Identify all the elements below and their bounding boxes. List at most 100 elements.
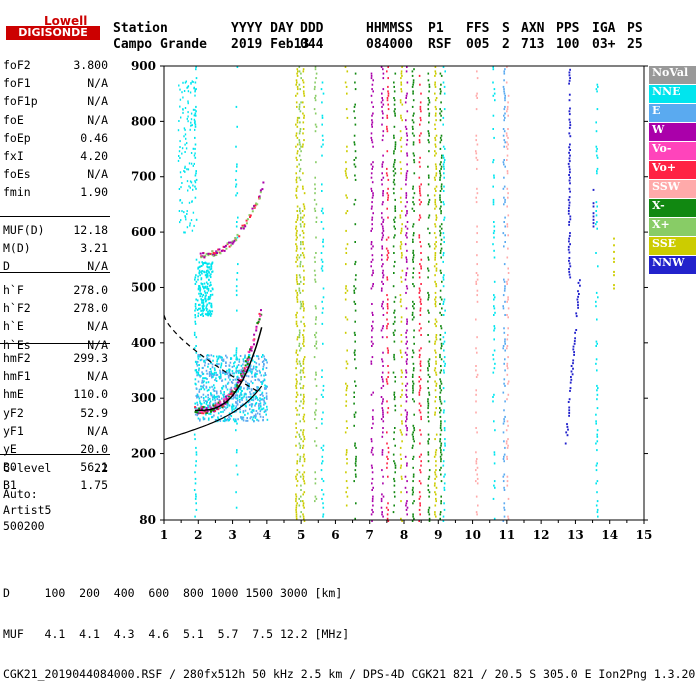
echo-dot: [196, 401, 198, 404]
echo-dot: [393, 265, 395, 268]
echo-dot: [406, 429, 408, 432]
echo-dot: [505, 442, 508, 445]
echo-dot: [568, 240, 570, 243]
echo-dot: [186, 213, 188, 215]
echo-dot: [300, 429, 302, 432]
header-label: P1: [428, 21, 444, 36]
echo-dot: [386, 303, 389, 305]
legend-item-noval: NoVal: [649, 66, 696, 84]
echo-dot: [228, 372, 231, 375]
echo-dot: [577, 301, 579, 304]
echo-dot: [245, 419, 247, 422]
x-tick-label: 10: [464, 528, 481, 542]
echo-dot: [182, 111, 184, 114]
echo-dot: [595, 201, 598, 204]
echo-dot: [300, 500, 302, 503]
echo-dot: [507, 267, 509, 270]
echo-dot: [321, 183, 323, 186]
legend-item-nne: NNE: [649, 85, 696, 103]
echo-dot: [439, 427, 442, 429]
echo-dot: [254, 374, 257, 376]
echo-dot: [295, 289, 297, 292]
echo-dot: [298, 105, 301, 108]
echo-dot: [256, 396, 258, 399]
echo-dot: [203, 401, 206, 404]
echo-dot: [412, 373, 414, 376]
echo-dot: [196, 299, 199, 302]
echo-dot: [261, 361, 264, 363]
echo-dot: [298, 103, 301, 106]
echo-dot: [241, 416, 244, 419]
echo-dot: [502, 345, 505, 347]
echo-dot: [427, 411, 430, 414]
echo-dot: [345, 393, 347, 396]
echo-dot: [435, 263, 438, 266]
echo-dot: [413, 336, 415, 339]
echo-dot: [198, 367, 200, 370]
echo-dot: [183, 231, 185, 234]
echo-dot: [371, 88, 373, 91]
echo-dot: [475, 280, 477, 283]
echo-dot: [254, 397, 257, 400]
echo-dot: [440, 480, 443, 483]
echo-dot: [195, 170, 197, 173]
echo-dot: [227, 402, 229, 405]
echo-dot: [404, 225, 407, 228]
echo-dot: [394, 216, 397, 219]
echo-dot: [569, 135, 572, 138]
echo-dot: [418, 185, 421, 188]
echo-dot: [244, 364, 247, 367]
echo-dot: [434, 105, 437, 108]
echo-dot: [247, 401, 249, 404]
echo-dot: [322, 238, 324, 241]
echo-dot: [427, 130, 430, 133]
echo-dot: [371, 482, 373, 485]
echo-dot: [435, 336, 437, 339]
echo-dot: [439, 396, 441, 398]
echo-dot: [346, 116, 349, 119]
echo-dot: [613, 237, 615, 240]
echo-dot: [411, 119, 414, 122]
echo-dot: [182, 108, 184, 111]
echo-dot: [406, 513, 408, 516]
echo-dot: [492, 161, 494, 164]
echo-dot: [387, 236, 390, 239]
echo-dot: [211, 373, 214, 375]
echo-dot: [394, 112, 396, 115]
echo-dot: [205, 299, 207, 302]
echo-dot: [381, 225, 384, 228]
echo-dot: [573, 340, 576, 343]
echo-dot: [493, 294, 495, 297]
echo-dot: [223, 419, 226, 422]
echo-dot: [475, 139, 477, 142]
echo-dot: [443, 409, 445, 412]
echo-dot: [295, 181, 298, 184]
echo-dot: [387, 307, 389, 310]
echo-dot: [435, 152, 437, 155]
echo-dot: [207, 282, 209, 285]
echo-dot: [382, 218, 385, 221]
echo-dot: [385, 378, 388, 381]
echo-dot: [206, 312, 209, 315]
panel-separator: [0, 454, 110, 455]
echo-dot: [240, 374, 243, 377]
echo-dot: [393, 398, 396, 401]
echo-dot: [440, 409, 442, 412]
echo-dot: [419, 369, 422, 372]
echo-dot: [400, 340, 403, 343]
echo-dot: [206, 275, 209, 278]
echo-dot: [434, 342, 436, 345]
echo-dot: [401, 371, 403, 374]
echo-dot: [296, 159, 298, 161]
echo-dot: [251, 382, 254, 385]
echo-dot: [354, 444, 356, 447]
echo-dot: [226, 369, 228, 372]
echo-dot: [299, 110, 302, 113]
echo-dot: [382, 229, 385, 232]
echo-dot: [392, 322, 395, 325]
echo-dot: [194, 283, 197, 285]
echo-dot: [381, 258, 383, 261]
echo-dot: [194, 108, 196, 111]
echo-dot: [382, 475, 384, 478]
echo-dot: [298, 413, 300, 416]
